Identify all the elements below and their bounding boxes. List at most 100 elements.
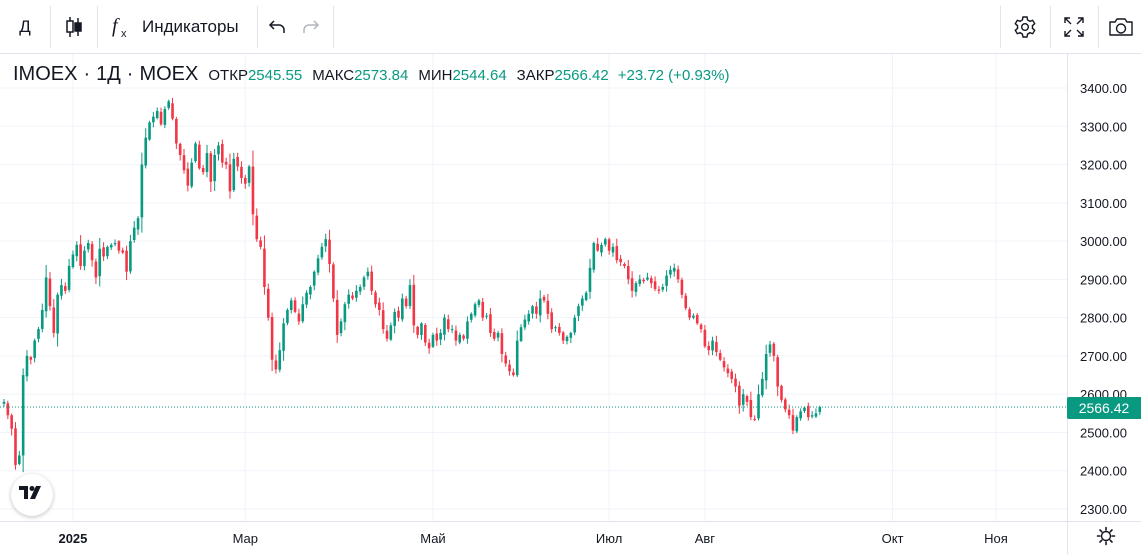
candle-body bbox=[33, 340, 36, 358]
candle-body bbox=[577, 306, 580, 316]
price-axis[interactable]: 3400.00 3300.00 3200.00 3100.00 3000.00 2900.… bbox=[1067, 54, 1128, 554]
candle-body bbox=[289, 300, 293, 311]
legend-open-value: 2545.55 bbox=[247, 67, 303, 84]
redo-button[interactable] bbox=[296, 4, 326, 50]
candle-body bbox=[274, 360, 278, 370]
interval-button[interactable]: Д bbox=[8, 4, 42, 50]
time-tick-label: 2025 bbox=[58, 531, 87, 546]
candle-body bbox=[79, 244, 82, 266]
candle-body bbox=[144, 137, 148, 166]
candle-body bbox=[2, 401, 6, 404]
candle-body bbox=[125, 250, 128, 272]
candle-body bbox=[86, 243, 90, 250]
indicators-button[interactable]: f x Индикаторы bbox=[104, 4, 252, 50]
candle-body bbox=[343, 304, 347, 323]
candle-body bbox=[626, 265, 630, 280]
candle-body bbox=[784, 399, 787, 410]
candle-body bbox=[699, 324, 703, 330]
candle-body bbox=[630, 278, 634, 291]
toolbar-divider bbox=[1000, 6, 1001, 48]
candle-body bbox=[642, 279, 645, 282]
candle-body bbox=[657, 289, 661, 291]
fx-icon: f x bbox=[110, 15, 132, 39]
chart-type-button[interactable] bbox=[56, 4, 92, 50]
candle-body bbox=[726, 368, 730, 374]
candle-body bbox=[163, 109, 167, 125]
candle-body bbox=[512, 372, 515, 376]
candle-body bbox=[132, 227, 136, 240]
candle-body bbox=[581, 298, 584, 306]
candle-body bbox=[676, 269, 680, 280]
tradingview-logo[interactable] bbox=[11, 474, 53, 516]
candle-body bbox=[312, 271, 316, 286]
candle-body bbox=[431, 334, 435, 347]
candle-body bbox=[270, 317, 274, 360]
candle-body bbox=[278, 350, 282, 370]
candle-body bbox=[389, 325, 393, 340]
candle-body bbox=[669, 269, 672, 275]
candle-body bbox=[328, 239, 331, 265]
candle-body bbox=[500, 333, 504, 354]
candle-body bbox=[194, 143, 197, 162]
undo-icon bbox=[267, 17, 287, 37]
candle-body bbox=[424, 324, 427, 343]
candle-body bbox=[703, 329, 707, 347]
settings-icon bbox=[1012, 14, 1038, 40]
candle-body bbox=[523, 319, 527, 328]
candle-body bbox=[550, 312, 553, 330]
undo-button[interactable] bbox=[262, 4, 292, 50]
candle-body bbox=[71, 254, 75, 268]
candle-body bbox=[370, 271, 373, 291]
candle-body bbox=[401, 298, 404, 320]
candle-body bbox=[10, 415, 13, 429]
candle-body bbox=[385, 330, 389, 339]
candle-body bbox=[615, 246, 619, 261]
candle-body bbox=[297, 313, 301, 322]
candle-body bbox=[473, 304, 477, 316]
candle-body bbox=[485, 315, 488, 317]
candle-body bbox=[546, 300, 550, 314]
candle-body bbox=[427, 342, 431, 349]
candle-body bbox=[378, 302, 381, 310]
candle-body bbox=[217, 145, 220, 155]
candle-body bbox=[171, 103, 174, 119]
toolbar-divider bbox=[333, 6, 334, 48]
svg-text:f: f bbox=[112, 15, 120, 37]
settings-button[interactable] bbox=[1005, 4, 1045, 50]
candle-body bbox=[309, 287, 312, 295]
candle-body bbox=[439, 332, 442, 340]
candle-body bbox=[718, 353, 722, 360]
candle-body bbox=[117, 241, 121, 251]
candle-body bbox=[224, 161, 228, 165]
candle-body bbox=[148, 122, 151, 140]
candle-body bbox=[129, 241, 132, 272]
candle-body bbox=[810, 415, 814, 417]
candle-body bbox=[266, 288, 270, 318]
fullscreen-icon bbox=[1063, 16, 1085, 38]
candle-body bbox=[707, 345, 711, 351]
screenshot-button[interactable] bbox=[1102, 4, 1140, 50]
fullscreen-button[interactable] bbox=[1055, 4, 1093, 50]
candle-body bbox=[672, 267, 676, 272]
axis-settings-button[interactable] bbox=[1093, 525, 1119, 551]
legend-symbol[interactable]: IMOEX bbox=[13, 63, 78, 85]
candle-body bbox=[102, 247, 105, 257]
candle-body bbox=[768, 344, 772, 353]
time-axis[interactable]: 2025 Мар Май Июл Авг Окт Ноя bbox=[0, 521, 1141, 547]
redo-icon bbox=[301, 17, 321, 37]
candle-body bbox=[60, 285, 63, 296]
candle-body bbox=[397, 310, 400, 318]
candle-body bbox=[178, 143, 182, 155]
candle-body bbox=[584, 292, 588, 301]
time-tick-label: Мар bbox=[233, 531, 258, 546]
legend-low-value: 2544.64 bbox=[452, 67, 507, 84]
candle-body bbox=[638, 279, 642, 284]
candle-body bbox=[121, 250, 125, 253]
candle-body bbox=[351, 295, 354, 299]
price-tick-label: 3300.00 bbox=[1080, 119, 1127, 134]
candle-body bbox=[98, 248, 102, 277]
candle-body bbox=[573, 317, 576, 333]
chart-grid bbox=[0, 54, 1067, 521]
candle-body bbox=[358, 287, 362, 292]
